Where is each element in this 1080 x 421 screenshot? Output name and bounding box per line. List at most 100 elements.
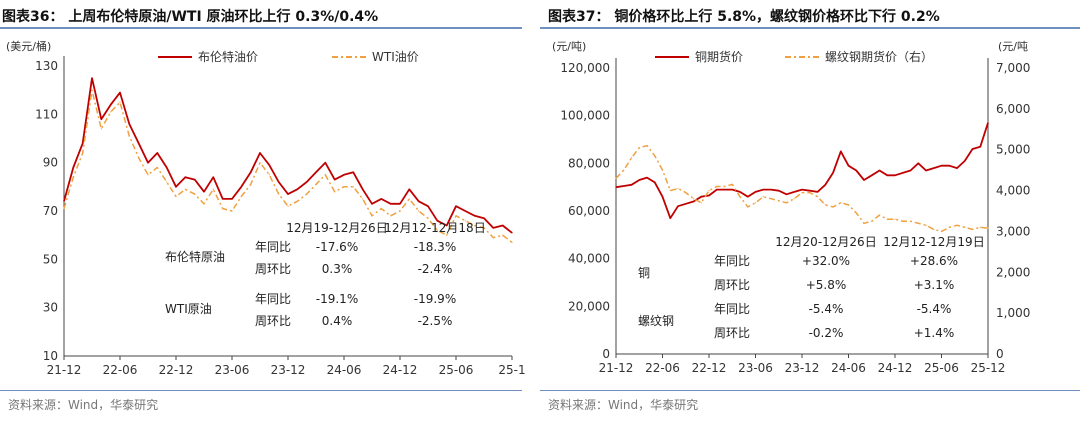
data-point [956,167,958,169]
bottom-rule [0,390,522,391]
data-point [816,191,819,193]
table-cell: -2.4% [418,262,453,276]
y-tick-label: 0 [602,347,610,361]
table-row-label: 年同比 [714,254,750,268]
data-point [708,189,710,192]
x-tick-label: 21-12 [599,361,634,375]
data-point [708,194,710,197]
data-point [446,224,448,227]
data-point [979,226,981,228]
table-cell: +32.0% [802,254,850,268]
table-cell: +28.6% [910,254,958,268]
data-point [296,200,298,202]
data-point [203,203,205,205]
table-cell: -2.5% [418,314,453,328]
data-point [754,202,757,204]
chart-title: 图表36： 上周布伦特原油/WTI 原油环比上行 0.3%/0.4% [2,9,379,25]
data-point [886,218,888,220]
data-point [334,178,336,181]
table-cell: -18.3% [414,240,456,254]
x-tick-label: 24-06 [327,363,362,377]
y-axis-right-label: (元/吨 [998,40,1028,53]
data-point [147,162,149,164]
x-tick-label: 24-12 [383,363,418,377]
data-point [987,227,989,229]
data-point [194,193,196,195]
data-point [793,191,795,193]
data-point [971,148,974,150]
table-cell: -0.2% [809,326,844,340]
data-point [352,186,354,188]
data-point [832,206,834,208]
data-point [615,186,617,188]
data-point [408,198,410,200]
y-tick-label: 130 [35,59,58,73]
data-point [334,191,336,193]
data-point [418,200,420,202]
data-point [770,198,772,200]
data-point [287,205,289,207]
data-point [863,222,865,224]
data-point [502,224,504,227]
x-tick-label: 22-06 [103,363,138,377]
series-line-1 [63,77,513,234]
data-point [685,203,687,205]
data-point [390,203,392,205]
table-cell: +1.4% [914,326,955,340]
data-point [110,104,112,106]
x-tick-label: 22-12 [159,363,194,377]
y-right-tick-label: 5,000 [996,143,1030,157]
data-point [623,169,625,171]
table-group-label: 铜 [638,265,650,280]
data-point [987,122,989,124]
data-point [175,186,177,188]
table-row-label: 年同比 [255,240,291,254]
table-row-label: 年同比 [255,292,291,306]
y-right-tick-label: 6,000 [996,102,1030,116]
y-tick-label: 20,000 [568,299,610,313]
data-point [371,215,373,217]
data-point [754,191,757,193]
table-row-label: 周环比 [255,314,291,328]
data-point [638,179,640,181]
data-point [483,217,485,219]
data-point [147,174,149,176]
data-point [762,188,764,191]
data-point [747,206,749,208]
data-point [809,190,811,192]
table-row-label: 年同比 [714,302,750,316]
data-point [964,226,966,228]
data-point [731,183,733,186]
data-point [646,145,648,147]
bottom-rule [540,390,1080,391]
data-point [464,220,466,222]
data-point [222,198,224,200]
table-header: 12月19-12月26日 [286,221,387,235]
data-point [315,171,317,173]
legend-label: 布伦特油价 [198,49,258,64]
data-point [855,169,857,172]
data-point [847,165,850,167]
data-point [723,185,726,188]
data-point [212,188,214,190]
data-point [156,152,158,154]
data-point [72,166,74,169]
table-cell: -5.4% [917,302,952,316]
data-point [956,224,958,226]
data-point [669,217,671,219]
data-point [646,177,648,179]
table-cell: -5.4% [809,302,844,316]
data-point [847,204,850,206]
data-point [324,174,326,176]
data-point [948,226,950,228]
data-point [747,196,749,198]
data-point [343,174,345,176]
data-point [100,128,102,130]
data-point [436,229,438,231]
legend-label: 铜期货价 [695,49,743,64]
series-line-2 [63,89,513,243]
y-tick-label: 30 [43,301,58,315]
data-point [840,150,842,153]
data-point [654,181,656,183]
data-point [902,220,904,222]
